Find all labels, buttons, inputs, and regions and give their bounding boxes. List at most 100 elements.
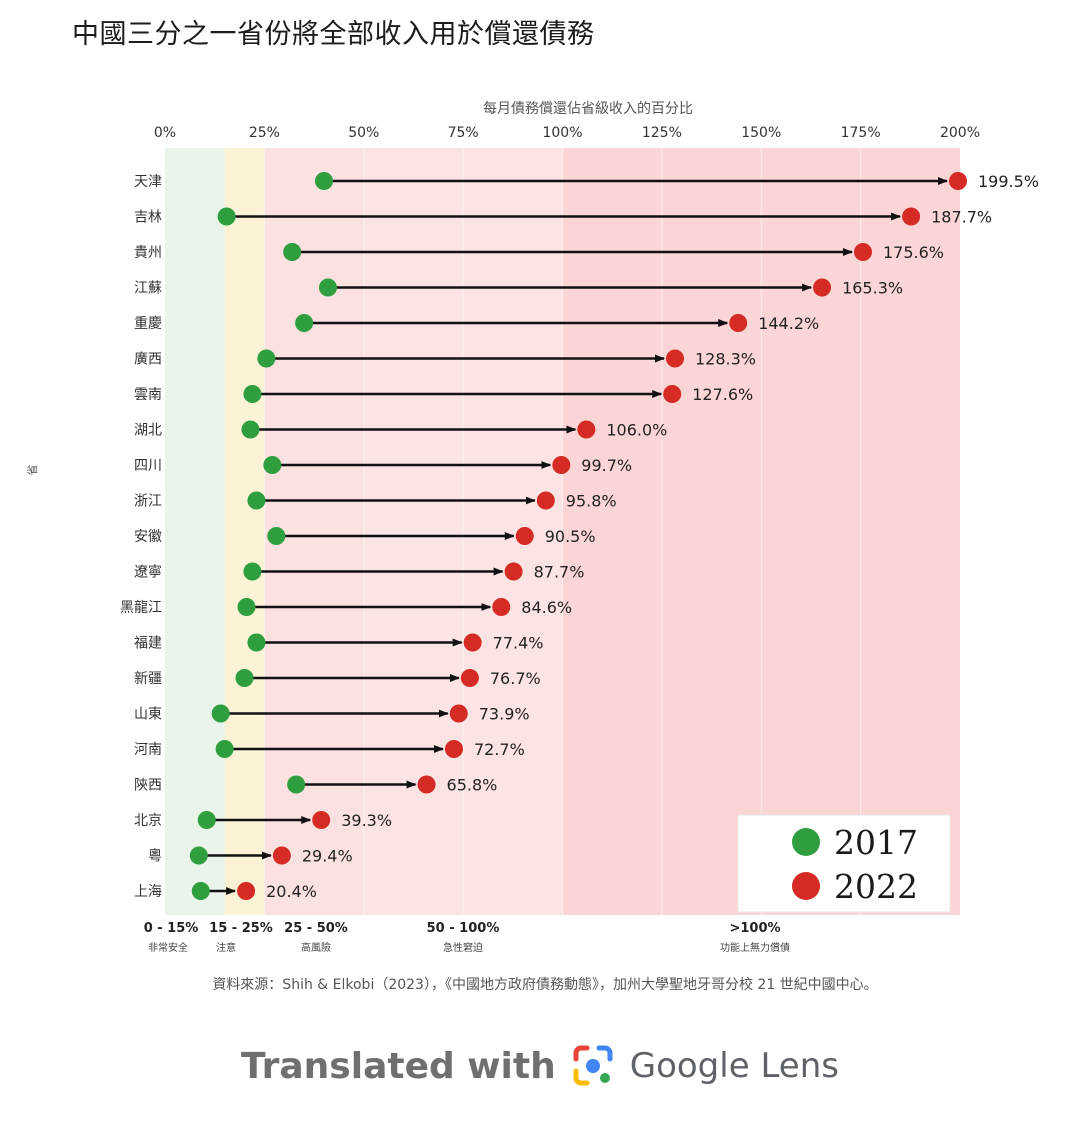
- point-2017: [241, 420, 260, 439]
- value-label: 73.9%: [479, 705, 530, 724]
- province-label: 安徽: [134, 529, 162, 545]
- province-label: 江蘇: [134, 281, 162, 297]
- band-range-label: 50 - 100%: [427, 921, 500, 936]
- point-2022: [577, 420, 596, 439]
- province-label: 重慶: [134, 316, 162, 332]
- point-2017: [235, 669, 254, 687]
- province-label: 粵: [148, 849, 162, 865]
- province-label: 天津: [134, 174, 162, 190]
- x-tick-label: 25%: [249, 125, 280, 141]
- x-tick-label: 175%: [841, 125, 881, 141]
- point-2017: [189, 846, 208, 865]
- province-label: 雲南: [134, 387, 162, 403]
- value-label: 199.5%: [978, 172, 1039, 191]
- y-axis-title: 省: [26, 465, 39, 476]
- band-range-label: >100%: [729, 921, 780, 936]
- province-label: 山東: [134, 707, 162, 723]
- value-label: 106.0%: [606, 421, 667, 440]
- band-range-label: 0 - 15%: [144, 921, 199, 936]
- value-label: 87.7%: [534, 563, 585, 582]
- value-label: 90.5%: [545, 527, 596, 546]
- chart-title: 中國三分之一省份將全部收入用於償還債務: [72, 19, 595, 50]
- point-2022: [663, 385, 682, 403]
- point-2017: [257, 349, 276, 368]
- point-2022: [949, 172, 968, 190]
- value-label: 95.8%: [566, 492, 617, 511]
- province-label: 浙江: [134, 494, 162, 510]
- point-2017: [197, 811, 216, 829]
- point-2017: [263, 456, 282, 474]
- point-2022: [665, 349, 684, 368]
- x-tick-label: 50%: [348, 125, 379, 141]
- legend-marker-2017: [792, 828, 820, 856]
- point-2022: [272, 846, 291, 865]
- province-label: 陝西: [134, 778, 162, 794]
- point-2022: [449, 704, 468, 723]
- point-2017: [237, 598, 256, 616]
- x-tick-label: 100%: [542, 125, 582, 141]
- x-tick-label: 125%: [642, 125, 682, 141]
- point-2017: [247, 491, 266, 510]
- x-tick-label: 0%: [154, 125, 176, 141]
- province-label: 上海: [134, 884, 162, 900]
- band-0: [165, 148, 225, 915]
- value-label: 20.4%: [266, 882, 317, 901]
- value-label: 187.7%: [931, 208, 992, 227]
- point-2017: [267, 527, 286, 545]
- band-desc-label: 急性窘迫: [443, 941, 483, 954]
- point-2022: [536, 491, 555, 510]
- band-range-label: 15 - 25%: [209, 921, 273, 936]
- point-2022: [813, 278, 832, 297]
- value-label: 84.6%: [521, 598, 572, 617]
- point-2022: [854, 243, 873, 261]
- province-label: 貴州: [134, 245, 162, 261]
- value-label: 65.8%: [447, 776, 498, 795]
- point-2022: [417, 775, 436, 794]
- legend-label: 2022: [834, 867, 918, 906]
- x-tick-label: 200%: [940, 125, 980, 141]
- province-label: 吉林: [134, 210, 162, 226]
- province-label: 福建: [134, 636, 162, 652]
- band-range-label: 25 - 50%: [284, 921, 348, 936]
- point-2022: [504, 562, 523, 581]
- point-2022: [552, 456, 571, 474]
- point-2017: [243, 562, 262, 581]
- point-2022: [237, 882, 256, 900]
- dumbbell-chart: 每月債務償還佔省級收入的百分比 0% 25% 50% 75% 100% 125% 150% 17…: [26, 101, 1039, 993]
- band-desc-label: 高風險: [301, 941, 331, 954]
- point-2017: [215, 740, 234, 758]
- point-2017: [315, 172, 333, 190]
- province-label: 廣西: [134, 351, 162, 368]
- province-label: 黑龍江: [120, 599, 162, 616]
- point-2017: [283, 243, 302, 261]
- band-desc-label: 功能上無力償債: [720, 941, 790, 954]
- value-label: 128.3%: [695, 350, 756, 369]
- province-label: 四川: [134, 458, 162, 474]
- point-2017: [217, 207, 236, 226]
- x-tick-label: 150%: [741, 125, 781, 141]
- value-label: 99.7%: [581, 456, 632, 475]
- point-2017: [287, 775, 306, 794]
- value-label: 144.2%: [758, 314, 819, 333]
- footer-lead: Translated with: [241, 1045, 556, 1087]
- point-2022: [463, 633, 482, 652]
- x-axis-title: 每月債務償還佔省級收入的百分比: [483, 101, 693, 117]
- point-2022: [460, 669, 479, 687]
- province-label: 北京: [134, 813, 162, 829]
- source-note: 資料來源：Shih & Elkobi（2023），《中國地方政府債務動態》，加州…: [212, 976, 877, 993]
- point-2017: [247, 633, 266, 652]
- point-2022: [902, 207, 921, 226]
- value-label: 175.6%: [883, 243, 944, 262]
- google-lens-icon: [573, 1045, 613, 1086]
- province-label: 河南: [134, 742, 162, 758]
- point-2022: [492, 598, 511, 616]
- footer-brand: Google Lens: [629, 1046, 839, 1086]
- legend-label: 2017: [834, 823, 918, 862]
- province-label: 遼寧: [134, 564, 162, 581]
- province-label: 湖北: [134, 423, 162, 439]
- value-label: 165.3%: [842, 279, 903, 298]
- province-label: 新疆: [134, 671, 162, 687]
- value-label: 77.4%: [493, 634, 544, 653]
- value-label: 29.4%: [302, 847, 353, 866]
- band-1: [224, 148, 265, 915]
